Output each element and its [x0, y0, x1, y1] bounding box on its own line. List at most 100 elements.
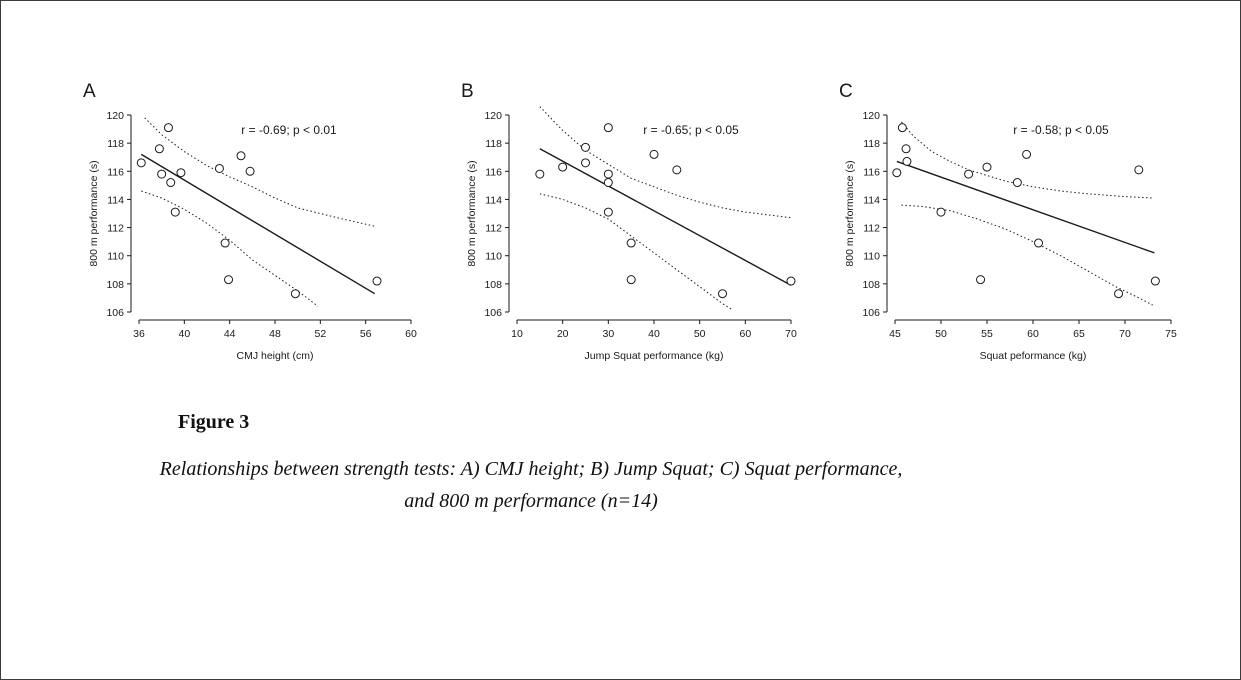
panel-c-y-tick-label: 120 — [862, 110, 880, 122]
panel-b-x-tick-label: 70 — [785, 328, 797, 340]
panel-b-data-point — [581, 142, 590, 152]
panel-a: A 106 108 110 112 114 116 118 120 36 40 44 48 52 56 60 C… — [83, 81, 417, 362]
panel-a-data-point — [224, 275, 234, 285]
panel-b-regression-line — [539, 148, 792, 286]
panel-a-x-tick-label: 52 — [314, 328, 326, 340]
panel-b-y-tick-label: 116 — [485, 166, 502, 178]
panel-a-y-tick-label: 118 — [107, 138, 124, 150]
panel-b-data-point — [535, 169, 545, 179]
panel-a-x-label: CMJ height (cm) — [236, 350, 313, 362]
panel-a-data-point — [220, 238, 230, 248]
panel-b-y-tick-label: 114 — [485, 194, 502, 206]
panel-c-x-tick-label: 65 — [1073, 328, 1085, 340]
panel-a-data-point — [245, 166, 255, 176]
panel-c-x-tick-label: 60 — [1027, 328, 1039, 340]
panel-a-data-point — [166, 178, 176, 188]
panel-b-x-tick-label: 30 — [602, 328, 614, 340]
panel-b-y-tick-label: 108 — [484, 279, 502, 291]
panel-b-x-tick-label: 60 — [739, 328, 751, 340]
panel-b-data-point — [626, 275, 636, 285]
panel-c-letter: C — [839, 81, 853, 102]
panel-b: B 106 108 110 112 114 116 118 120 10 20 30 40 50 60 70 J… — [461, 81, 797, 362]
panel-c-x-label: Squat peformance (kg) — [980, 350, 1087, 362]
panel-c-data-point — [1134, 165, 1144, 175]
panel-b-y-tick-label: 110 — [485, 251, 502, 263]
panel-c-data-point — [1114, 289, 1124, 299]
panel-a-y-tick-label: 114 — [107, 194, 124, 206]
panel-a-data-point — [236, 151, 246, 161]
panel-c-data-point — [936, 207, 946, 217]
panel-a-data-point — [163, 123, 173, 133]
panel-a-x-tick-label: 60 — [405, 328, 417, 340]
panel-a-y-tick-label: 120 — [106, 110, 124, 122]
figure-caption: Relationships between strength tests: A)… — [159, 458, 903, 512]
panel-c-data-point — [964, 169, 974, 179]
panel-c-data-point — [897, 123, 907, 133]
panel-c-x-tick-label: 75 — [1165, 328, 1177, 340]
figure-title: Figure 3 — [178, 411, 250, 433]
panel-b-data-point — [649, 149, 659, 159]
panel-b-ci-lower — [539, 193, 732, 310]
panel-a-data-point — [170, 207, 180, 217]
panel-b-data-point — [672, 165, 682, 175]
panel-c-y-tick-label: 116 — [863, 166, 880, 178]
panel-a-letter: A — [83, 81, 96, 102]
panel-b-data-point — [718, 289, 727, 299]
panel-a-y-label: 800 m performance (s) — [88, 160, 100, 266]
panel-c-y-tick-label: 108 — [862, 279, 880, 291]
panel-c-data-point — [902, 156, 912, 166]
panel-b-y-tick-label: 112 — [485, 223, 502, 235]
panel-a-data-point — [136, 158, 146, 168]
panel-a-stat-annotation: r = -0.69; p < 0.01 — [241, 123, 337, 137]
panel-b-y-label: 800 m performance (s) — [466, 160, 478, 266]
panel-a-x-tick-label: 56 — [360, 328, 372, 340]
panel-b-y-tick-label: 120 — [484, 110, 502, 122]
panel-b-x-tick-label: 50 — [694, 328, 706, 340]
panel-c-y-tick-label: 106 — [862, 307, 880, 319]
panel-c-ci-lower — [901, 204, 1153, 306]
panel-a-x-tick-label: 36 — [133, 328, 145, 340]
panel-b-x-tick-label: 20 — [557, 328, 569, 340]
panel-b-stat-annotation: r = -0.65; p < 0.05 — [643, 123, 739, 137]
panel-c-data-point — [1034, 238, 1044, 248]
panel-c-data-point — [1012, 178, 1022, 188]
panel-b-data-point — [603, 169, 613, 179]
panel-b-data-point — [603, 123, 613, 133]
panel-a-y-tick-label: 108 — [106, 279, 124, 291]
panel-a-y-tick-label: 112 — [107, 223, 124, 235]
panel-a-data-point — [176, 168, 186, 178]
panel-c-stat-annotation: r = -0.58; p < 0.05 — [1013, 123, 1109, 137]
panel-c-data-point — [982, 162, 992, 172]
panel-c-x-tick-label: 50 — [935, 328, 947, 340]
panel-c-regression-line — [896, 160, 1155, 254]
panel-b-data-point — [603, 178, 613, 188]
panel-b-data-point — [558, 162, 568, 172]
panel-b-x-label: Jump Squat performance (kg) — [585, 350, 724, 362]
panel-b-data-point — [603, 207, 613, 217]
panel-b-data-point — [626, 238, 636, 248]
panel-a-ci-upper — [144, 117, 375, 227]
panel-a-data-point — [214, 163, 224, 173]
panel-b-ci-upper — [539, 106, 792, 219]
panel-a-data-point — [372, 276, 382, 286]
panel-c-data-point — [901, 144, 911, 154]
panel-b-y-tick-label: 118 — [485, 138, 502, 150]
panel-c-data-point — [1150, 276, 1160, 286]
panel-b-data-point — [786, 276, 796, 286]
panel-b-x-tick-label: 10 — [511, 328, 523, 340]
panel-c-y-tick-label: 112 — [863, 223, 880, 235]
panel-b-data-point — [581, 158, 590, 168]
panel-a-data-point — [290, 289, 300, 299]
panel-a-regression-line — [140, 153, 376, 295]
panel-b-letter: B — [461, 81, 474, 102]
panel-c-x-tick-label: 70 — [1119, 328, 1131, 340]
panel-a-x-tick-label: 48 — [269, 328, 281, 340]
panel-c-data-point — [1022, 149, 1032, 159]
panel-c-x-tick-label: 45 — [889, 328, 901, 340]
panel-a-y-tick-label: 110 — [107, 251, 124, 263]
panel-c-y-tick-label: 118 — [863, 138, 880, 150]
panel-a-ci-lower — [141, 190, 319, 307]
panel-b-y-tick-label: 106 — [484, 307, 502, 319]
